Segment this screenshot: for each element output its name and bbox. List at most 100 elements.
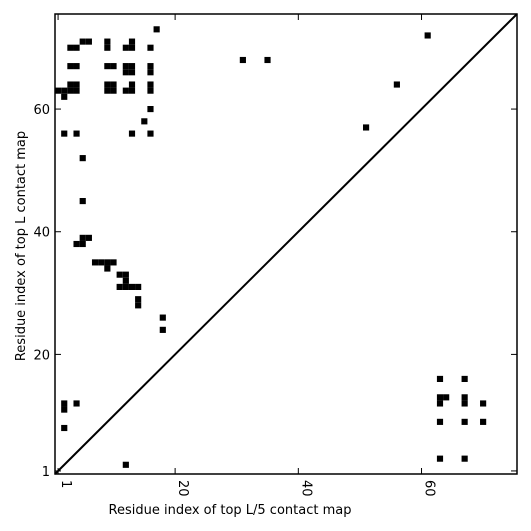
y-axis-ticks: 1 20 40 60 xyxy=(33,103,517,480)
contact-cell-top-l xyxy=(110,259,117,266)
contact-cell-top-l xyxy=(116,271,123,278)
contact-cells xyxy=(55,26,487,468)
contact-cell-top-l xyxy=(67,44,74,51)
contact-cell-top-l xyxy=(424,32,431,39)
diagonal-line xyxy=(54,13,518,475)
contact-cell-top-l5 xyxy=(436,455,444,462)
contact-cell-top-l5 xyxy=(480,400,487,407)
contact-cell-top-l xyxy=(159,326,166,333)
x-tick-label: 20 xyxy=(175,480,190,497)
x-axis-ticks: 1 20 40 60 xyxy=(57,14,437,497)
contact-cell-top-l xyxy=(110,63,117,70)
contact-cell-top-l xyxy=(104,259,111,266)
contact-cell-top-l xyxy=(147,81,154,88)
contact-cell-top-l5 xyxy=(461,400,468,407)
contact-cell-top-l xyxy=(159,314,166,321)
contact-cell-top-l5 xyxy=(61,424,68,432)
contact-cell-top-l5 xyxy=(73,400,80,407)
contact-cell-top-l5 xyxy=(436,400,444,407)
contact-cell-top-l xyxy=(128,283,136,290)
x-tick-label: 1 xyxy=(58,480,73,488)
contact-cell-top-l xyxy=(85,234,92,241)
contact-cell-top-l xyxy=(147,130,154,137)
y-tick-label: 60 xyxy=(33,103,50,118)
contact-cell-top-l xyxy=(73,130,80,137)
contact-cell-top-l xyxy=(147,69,154,76)
contact-cell-top-l xyxy=(363,124,370,131)
contact-cell-top-l xyxy=(61,87,68,94)
y-tick-label: 40 xyxy=(33,226,50,241)
y-tick-label: 20 xyxy=(33,348,50,363)
contact-cell-top-l xyxy=(122,283,129,290)
contact-cell-top-l xyxy=(104,38,111,45)
contact-cell-top-l xyxy=(67,87,74,94)
contact-cell-top-l5 xyxy=(480,418,487,425)
y-axis-label: Residue index of top L contact map xyxy=(14,131,29,361)
contact-cell-top-l5 xyxy=(61,406,68,413)
contact-cell-top-l5 xyxy=(436,418,444,425)
contact-cell-top-l xyxy=(104,44,111,51)
contact-cell-top-l5 xyxy=(461,455,468,462)
contact-cell-top-l5 xyxy=(122,461,129,468)
contact-cell-top-l xyxy=(85,38,92,45)
contact-cell-top-l xyxy=(110,87,117,94)
contact-cell-top-l xyxy=(147,63,154,70)
contact-cell-top-l xyxy=(135,296,142,303)
contact-cell-top-l xyxy=(135,283,142,290)
x-axis-label: Residue index of top L/5 contact map xyxy=(109,503,352,518)
contact-cell-top-l xyxy=(122,271,129,278)
contact-cell-top-l xyxy=(110,81,117,88)
contact-cell-top-l xyxy=(73,63,80,70)
y-tick-label: 1 xyxy=(42,465,50,480)
contact-cell-top-l xyxy=(79,198,86,205)
contact-cell-top-l xyxy=(128,81,136,88)
contact-cell-top-l xyxy=(128,69,136,76)
contact-cell-top-l xyxy=(98,259,105,266)
contact-cell-top-l xyxy=(116,283,123,290)
contact-cell-top-l xyxy=(122,63,129,70)
contact-cell-top-l xyxy=(73,240,80,248)
contact-cell-top-l5 xyxy=(461,394,468,401)
contact-cell-top-l xyxy=(141,118,148,125)
contact-cell-top-l xyxy=(239,56,246,64)
plot-frame xyxy=(54,13,518,475)
contact-cell-top-l xyxy=(79,240,86,248)
contact-cell-top-l xyxy=(122,69,129,76)
contact-cell-top-l xyxy=(79,155,86,162)
contact-cell-top-l xyxy=(122,277,129,284)
contact-cell-top-l xyxy=(128,130,136,137)
contact-cell-top-l xyxy=(79,38,86,45)
x-tick-label: 60 xyxy=(422,480,437,497)
contact-cell-top-l xyxy=(147,87,154,94)
contact-cell-top-l5 xyxy=(443,394,450,401)
contact-cell-top-l5 xyxy=(461,418,468,425)
contact-cell-top-l xyxy=(135,302,142,309)
contact-cell-top-l xyxy=(153,26,160,33)
contact-cell-top-l5 xyxy=(436,394,444,401)
contact-cell-top-l xyxy=(61,130,68,137)
contact-cell-top-l xyxy=(128,44,136,51)
contact-cell-top-l5 xyxy=(461,375,468,382)
contact-cell-top-l5 xyxy=(436,375,444,382)
contact-cell-top-l xyxy=(73,81,80,88)
contact-cell-top-l xyxy=(73,44,80,51)
contact-cell-top-l xyxy=(104,265,111,272)
contact-cell-top-l xyxy=(128,38,136,45)
contact-cell-top-l5 xyxy=(61,400,68,407)
x-tick-label: 40 xyxy=(298,480,313,497)
contact-cell-top-l xyxy=(55,87,62,94)
contact-cell-top-l xyxy=(67,81,74,88)
contact-cell-top-l xyxy=(104,81,111,88)
contact-cell-top-l xyxy=(122,44,129,51)
contact-cell-top-l xyxy=(128,87,136,94)
contact-cell-top-l xyxy=(61,93,68,100)
contact-cell-top-l xyxy=(73,87,80,94)
contact-cell-top-l xyxy=(104,87,111,94)
contact-cell-top-l xyxy=(128,63,136,70)
contact-cell-top-l xyxy=(79,234,86,241)
contact-cell-top-l xyxy=(122,87,129,94)
contact-cell-top-l xyxy=(104,63,111,70)
contact-cell-top-l xyxy=(147,44,154,51)
contact-cell-top-l xyxy=(393,81,400,88)
